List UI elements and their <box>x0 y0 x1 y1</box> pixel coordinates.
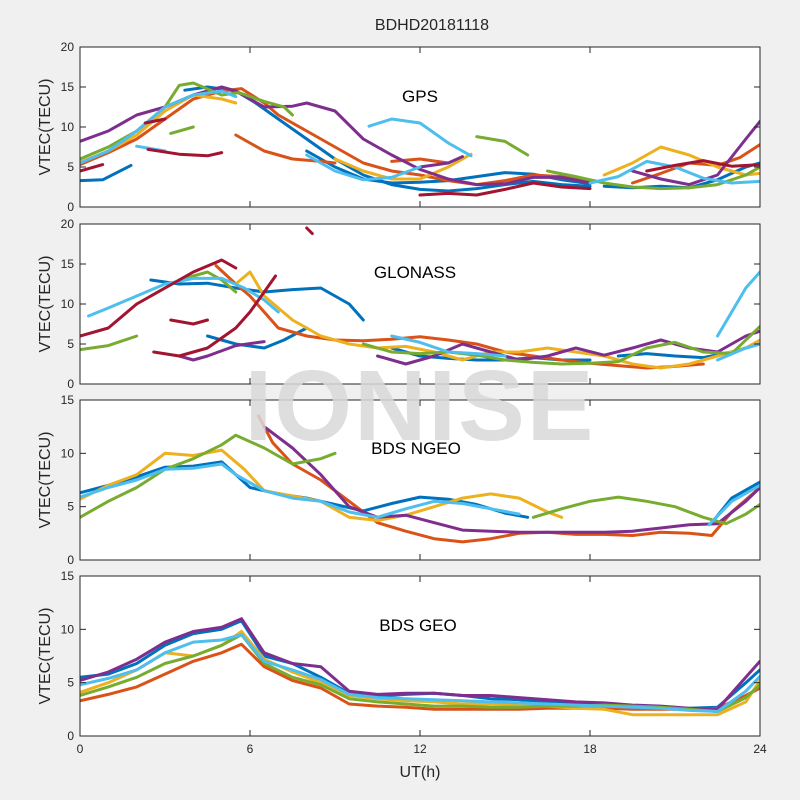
y-axis-label: VTEC(TECU) <box>37 256 54 353</box>
series-line-8 <box>631 143 760 185</box>
y-tick-label: 0 <box>67 200 74 214</box>
series-line-19 <box>305 226 314 236</box>
y-tick-label: 5 <box>67 160 74 174</box>
y-tick-label: 0 <box>67 729 74 743</box>
series-line-18 <box>546 165 760 191</box>
series-line-1 <box>80 163 133 183</box>
series-line-9 <box>707 483 760 527</box>
series-line-5 <box>214 264 705 370</box>
figure-title: BDHD20181118 <box>375 17 489 34</box>
series-line-6 <box>80 633 760 713</box>
series-group <box>80 414 760 544</box>
series-line-11 <box>361 324 760 366</box>
y-tick-label: 5 <box>67 500 74 514</box>
series-line-14 <box>716 270 760 338</box>
panel-3: 0 5 10 15 VTEC(TECU) BDS NGEO <box>37 393 761 567</box>
series-line-3 <box>257 414 760 544</box>
y-tick-label: 10 <box>61 622 75 636</box>
series-line-16 <box>80 258 238 338</box>
y-tick-label: 5 <box>67 676 74 690</box>
y-tick-label: 10 <box>61 446 75 460</box>
series-line-17 <box>475 135 530 157</box>
series-line-9 <box>80 334 139 352</box>
watermark: IONISE <box>245 350 596 462</box>
series-line-20 <box>367 117 473 158</box>
y-tick-label: 15 <box>61 569 75 583</box>
x-tick-label: 6 <box>247 742 254 756</box>
y-tick-label: 20 <box>61 40 75 54</box>
panel-annotation: GPS <box>402 87 438 106</box>
series-line-28 <box>143 117 167 125</box>
series-line-5 <box>80 87 592 187</box>
x-tick-label: 24 <box>753 742 767 756</box>
series-line-16 <box>169 125 195 135</box>
series-line-24 <box>80 163 105 173</box>
y-tick-label: 0 <box>67 553 74 567</box>
x-tick-label: 18 <box>583 742 597 756</box>
y-tick-label: 20 <box>61 217 75 231</box>
panel-annotation: BDS GEO <box>379 616 456 635</box>
y-tick-label: 15 <box>61 257 75 271</box>
y-axis-label: VTEC(TECU) <box>37 79 54 176</box>
y-tick-label: 10 <box>61 120 75 134</box>
y-tick-label: 10 <box>61 297 75 311</box>
series-line-10 <box>333 152 473 181</box>
y-axis-label: VTEC(TECU) <box>37 608 54 705</box>
series-group <box>80 81 760 197</box>
series-line-8 <box>80 462 521 519</box>
panels: 0 5 10 15 20 VTEC(TECU) GPS 0 5 10 15 20 VTEC(TECU) G… <box>37 40 767 756</box>
series-group <box>80 617 760 717</box>
series-line-25 <box>146 147 224 158</box>
panel-1: 0 5 10 15 20 VTEC(TECU) GPS <box>37 40 761 214</box>
y-axis-label: VTEC(TECU) <box>37 432 54 529</box>
series-line-22 <box>588 159 760 185</box>
series-line-21 <box>305 153 422 182</box>
panel-annotation: BDS NGEO <box>371 439 461 458</box>
panel-2: 0 5 10 15 20 VTEC(TECU) GLONASS <box>37 217 761 391</box>
x-tick-label: 0 <box>77 742 84 756</box>
y-tick-label: 5 <box>67 337 74 351</box>
series-line-13 <box>418 155 464 169</box>
x-tick-label: 12 <box>413 742 427 756</box>
y-tick-label: 15 <box>61 393 75 407</box>
series-line-17 <box>169 318 209 326</box>
series-line-18 <box>152 274 277 358</box>
series-line-27 <box>645 159 760 173</box>
y-tick-label: 15 <box>61 80 75 94</box>
panel-annotation: GLONASS <box>374 263 456 282</box>
series-line-5 <box>262 425 760 534</box>
series-line-12 <box>87 276 280 318</box>
y-tick-label: 0 <box>67 377 74 391</box>
series-line-6 <box>80 433 337 519</box>
series-line-19 <box>80 89 238 165</box>
series-line-14 <box>631 119 760 187</box>
series-line-6 <box>234 133 337 165</box>
series-line-2 <box>206 326 309 350</box>
x-axis-label: UT(h) <box>400 764 441 781</box>
series-line-7 <box>177 340 266 362</box>
panel-4: 0 5 10 15 0 6 12 18 24 VTEC(TECU) BDS GEO <box>37 569 767 756</box>
series-line-15 <box>716 342 760 362</box>
series-line-26 <box>418 181 592 197</box>
series-group <box>80 226 760 370</box>
series-line-13 <box>390 334 507 358</box>
series-line-7 <box>531 495 760 526</box>
